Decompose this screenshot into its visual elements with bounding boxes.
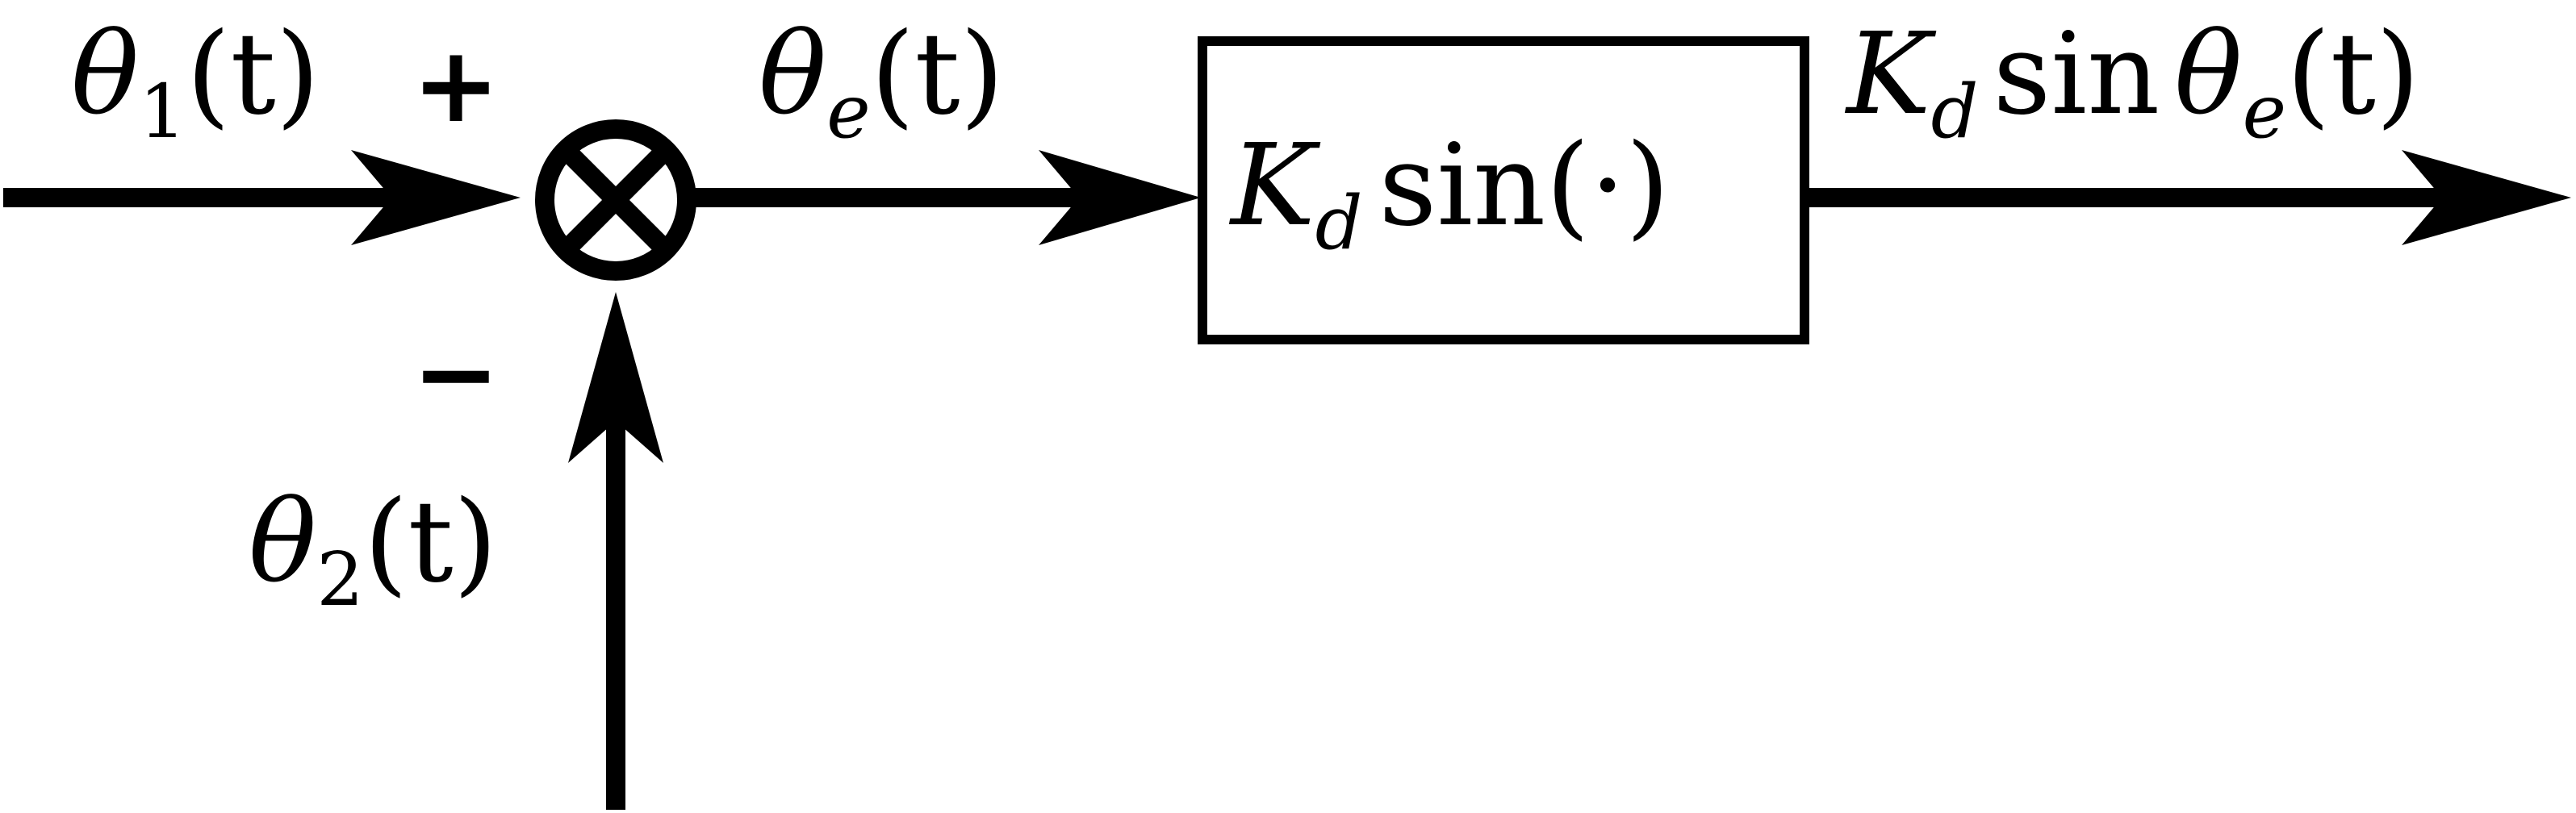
error-subscript: e <box>826 69 870 155</box>
block-coef: K <box>1228 120 1321 252</box>
output-symbol: θ <box>2174 9 2242 140</box>
feedback-subscript: 2 <box>316 536 364 623</box>
error-argument: (t) <box>871 9 1005 140</box>
input-arrow <box>3 150 521 245</box>
summing-junction <box>535 119 696 281</box>
error-arrow <box>694 150 1201 245</box>
output-label: Kd sin θe(t) <box>1844 9 2420 155</box>
block-coef-subscript: d <box>1315 180 1363 266</box>
input-label: θ1(t) <box>71 9 320 155</box>
input-symbol: θ <box>71 9 139 140</box>
error-symbol: θ <box>759 9 826 140</box>
feedback-label: θ2(t) <box>249 477 497 623</box>
output-function: sin <box>1993 9 2160 140</box>
output-coef-subscript: d <box>1931 69 1979 155</box>
plus-sign: + <box>412 23 500 146</box>
minus-sign: − <box>412 312 500 435</box>
feedback-arrow <box>568 292 663 810</box>
output-coef: K <box>1844 9 1937 140</box>
output-arrow <box>1804 150 2571 245</box>
block-expression: Kd sin(·) <box>1228 120 1670 266</box>
output-argument: (t) <box>2286 9 2420 140</box>
sine-nonlinearity-block <box>1198 36 1809 344</box>
input-argument: (t) <box>186 9 320 140</box>
output-subscript: e <box>2243 69 2286 155</box>
input-subscript: 1 <box>139 69 186 155</box>
block-function: sin(·) <box>1379 120 1671 252</box>
error-label: θe(t) <box>759 9 1004 155</box>
feedback-argument: (t) <box>364 477 498 608</box>
feedback-symbol: θ <box>249 477 316 608</box>
